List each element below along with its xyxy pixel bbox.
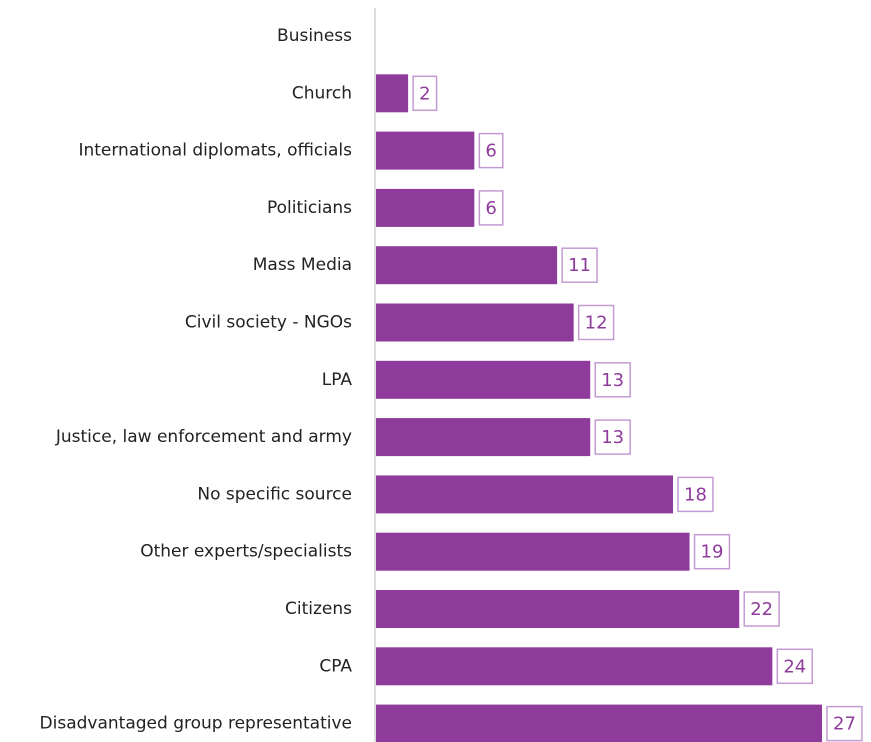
- value-label: 6: [485, 198, 496, 219]
- value-label: 13: [601, 370, 624, 391]
- category-label: No specific source: [197, 484, 352, 504]
- value-label: 13: [601, 427, 624, 448]
- value-label: 2: [419, 83, 430, 104]
- bar: [376, 360, 591, 399]
- value-label-box: [776, 648, 813, 685]
- category-label: Other experts/specialists: [140, 542, 352, 562]
- value-label-box: [693, 533, 731, 570]
- bar: [376, 647, 773, 686]
- value-label: 11: [568, 255, 591, 276]
- value-label: 27: [833, 714, 856, 735]
- category-label: CPA: [319, 656, 352, 676]
- bar: [376, 475, 673, 514]
- category-label: Citizens: [285, 599, 352, 619]
- bar: [376, 418, 591, 457]
- bar: [376, 303, 574, 342]
- value-label-box: [594, 419, 631, 455]
- bar: [376, 74, 409, 113]
- category-label: Business: [277, 26, 352, 46]
- category-label: Civil society - NGOs: [185, 313, 352, 333]
- category-label: International diplomats, officials: [78, 141, 352, 161]
- bar: [376, 532, 690, 571]
- bar: [376, 590, 740, 628]
- bar: [376, 246, 558, 285]
- value-label-box: [478, 132, 504, 169]
- value-label-box: [743, 591, 780, 627]
- category-label: Church: [292, 83, 352, 103]
- category-label: Justice, law enforcement and army: [55, 427, 352, 447]
- value-label-box: [561, 247, 598, 283]
- value-label: 24: [783, 656, 806, 677]
- category-label: Mass Media: [253, 255, 352, 275]
- value-label-box: [412, 75, 438, 112]
- value-label-box: [577, 304, 615, 341]
- value-label-box: [594, 362, 631, 398]
- bar: [376, 704, 822, 742]
- category-label: Disadvantaged group representative: [40, 714, 352, 734]
- value-label: 18: [684, 484, 707, 505]
- bar: [376, 188, 475, 227]
- category-label: Politicians: [267, 198, 352, 218]
- value-label-box: [677, 476, 714, 513]
- value-label-box: [478, 190, 504, 226]
- bar: [376, 131, 475, 170]
- category-label: LPA: [322, 370, 353, 390]
- value-label-box: [826, 705, 863, 742]
- value-label: 19: [701, 542, 724, 563]
- value-label: 6: [485, 141, 496, 162]
- value-label: 12: [585, 313, 608, 334]
- value-label: 22: [750, 599, 773, 620]
